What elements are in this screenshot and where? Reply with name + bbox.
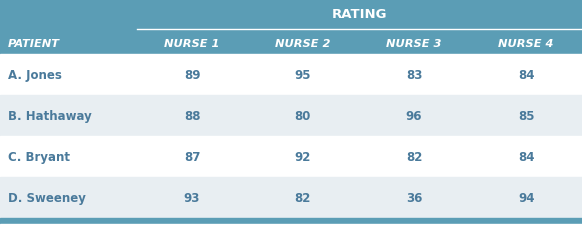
Text: NURSE 4: NURSE 4 — [498, 39, 554, 49]
Text: 36: 36 — [406, 191, 423, 204]
Bar — [0, 0, 582, 2]
Text: 95: 95 — [294, 69, 311, 82]
Text: NURSE 2: NURSE 2 — [275, 39, 331, 49]
Text: 84: 84 — [518, 150, 534, 163]
Text: 94: 94 — [518, 191, 534, 204]
Text: NURSE 3: NURSE 3 — [386, 39, 442, 49]
Bar — [0, 218, 582, 224]
Text: 85: 85 — [518, 109, 534, 122]
Bar — [0, 0, 582, 55]
Text: 93: 93 — [184, 191, 200, 204]
Text: 88: 88 — [184, 109, 200, 122]
Bar — [0, 224, 582, 231]
Text: D. Sweeney: D. Sweeney — [8, 191, 86, 204]
Text: 82: 82 — [294, 191, 311, 204]
Text: PATIENT: PATIENT — [8, 39, 60, 49]
Bar — [0, 55, 582, 96]
Text: 80: 80 — [294, 109, 311, 122]
Text: 92: 92 — [294, 150, 311, 163]
Text: B. Hathaway: B. Hathaway — [8, 109, 92, 122]
Text: RATING: RATING — [332, 9, 387, 21]
Bar — [0, 96, 582, 137]
Text: 82: 82 — [406, 150, 423, 163]
Text: 89: 89 — [184, 69, 200, 82]
Text: A. Jones: A. Jones — [8, 69, 62, 82]
Text: 84: 84 — [518, 69, 534, 82]
Bar — [0, 137, 582, 177]
Text: 87: 87 — [184, 150, 200, 163]
Text: NURSE 1: NURSE 1 — [164, 39, 220, 49]
Bar — [0, 177, 582, 218]
Text: C. Bryant: C. Bryant — [8, 150, 70, 163]
Text: 83: 83 — [406, 69, 423, 82]
Text: 96: 96 — [406, 109, 423, 122]
